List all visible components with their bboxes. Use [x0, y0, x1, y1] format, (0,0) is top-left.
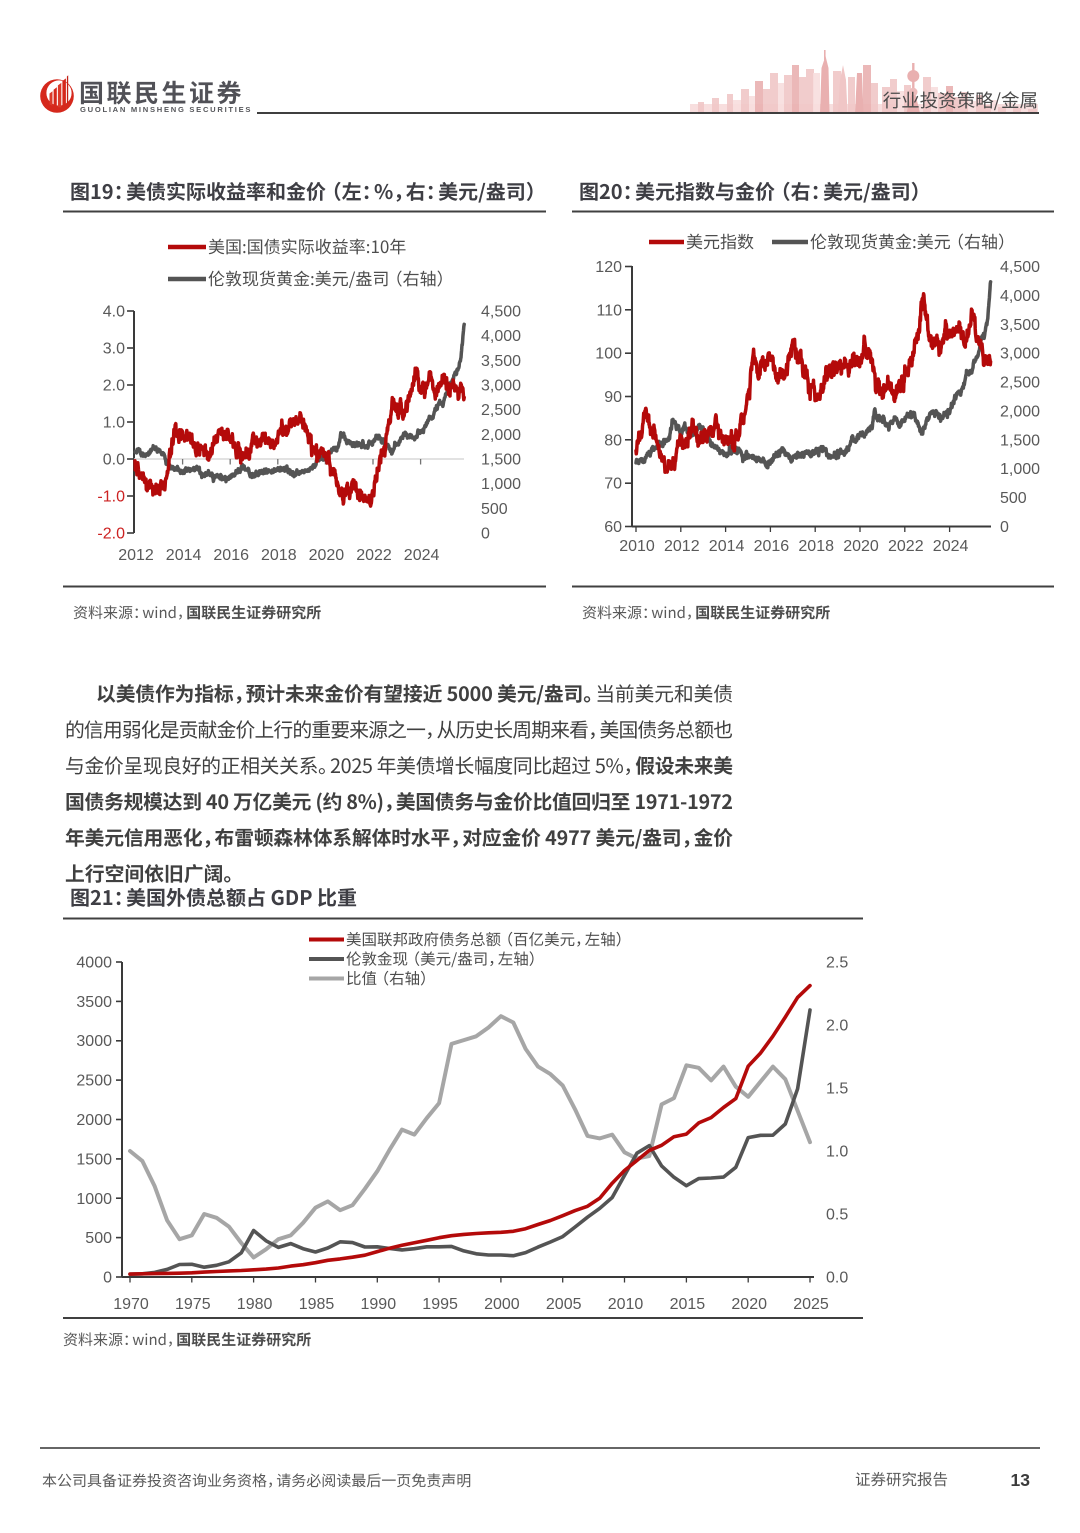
- svg-text:3,000: 3,000: [1000, 346, 1040, 363]
- svg-text:GUOLIAN MINSHENG SECURITIES: GUOLIAN MINSHENG SECURITIES: [80, 105, 252, 114]
- svg-text:1995: 1995: [422, 1296, 458, 1313]
- svg-text:1.5: 1.5: [826, 1081, 848, 1098]
- svg-text:3.0: 3.0: [103, 341, 125, 358]
- svg-text:13: 13: [1011, 1470, 1031, 1490]
- svg-text:1975: 1975: [175, 1296, 211, 1313]
- svg-text:-1.0: -1.0: [97, 489, 125, 506]
- svg-text:2020: 2020: [309, 547, 345, 564]
- svg-text:0: 0: [481, 526, 490, 543]
- svg-text:2.0: 2.0: [103, 378, 125, 395]
- svg-text:60: 60: [604, 519, 622, 536]
- svg-text:4,000: 4,000: [481, 328, 521, 345]
- svg-text:3000: 3000: [76, 1033, 112, 1050]
- svg-text:2014: 2014: [166, 547, 202, 564]
- svg-text:4,500: 4,500: [481, 304, 521, 321]
- svg-text:2.0: 2.0: [826, 1018, 848, 1035]
- svg-text:4.0: 4.0: [103, 304, 125, 321]
- svg-text:2020: 2020: [843, 538, 879, 555]
- svg-text:2010: 2010: [619, 538, 655, 555]
- svg-text:1,000: 1,000: [1000, 461, 1040, 478]
- svg-text:110: 110: [596, 302, 622, 319]
- svg-text:2,500: 2,500: [1000, 375, 1040, 392]
- svg-text:500: 500: [481, 501, 508, 518]
- svg-text:500: 500: [1000, 490, 1027, 507]
- svg-text:0.0: 0.0: [826, 1270, 848, 1287]
- svg-text:2022: 2022: [356, 547, 392, 564]
- svg-text:3500: 3500: [76, 994, 112, 1011]
- svg-text:2000: 2000: [76, 1112, 112, 1129]
- svg-text:1970: 1970: [113, 1296, 149, 1313]
- svg-text:1,500: 1,500: [481, 452, 521, 469]
- svg-text:3,500: 3,500: [481, 353, 521, 370]
- svg-text:2018: 2018: [261, 547, 297, 564]
- svg-text:1000: 1000: [76, 1191, 112, 1208]
- svg-text:2012: 2012: [664, 538, 700, 555]
- svg-text:70: 70: [604, 476, 622, 493]
- svg-text:500: 500: [85, 1230, 112, 1247]
- svg-text:2016: 2016: [213, 547, 249, 564]
- svg-text:2.5: 2.5: [826, 955, 848, 972]
- svg-text:100: 100: [595, 346, 622, 363]
- svg-text:90: 90: [604, 389, 622, 406]
- svg-text:2,000: 2,000: [1000, 403, 1040, 420]
- svg-text:80: 80: [604, 432, 622, 449]
- svg-text:2010: 2010: [608, 1296, 644, 1313]
- svg-text:0: 0: [1000, 519, 1009, 536]
- svg-text:1985: 1985: [299, 1296, 335, 1313]
- svg-text:1,500: 1,500: [1000, 432, 1040, 449]
- svg-text:1,000: 1,000: [481, 476, 521, 493]
- svg-text:-2.0: -2.0: [97, 526, 125, 543]
- svg-text:0: 0: [103, 1270, 112, 1287]
- svg-text:2024: 2024: [404, 547, 440, 564]
- svg-text:1.0: 1.0: [103, 415, 125, 432]
- svg-text:120: 120: [595, 259, 622, 276]
- svg-text:1.0: 1.0: [826, 1144, 848, 1161]
- svg-text:2,500: 2,500: [481, 402, 521, 419]
- svg-text:4000: 4000: [76, 955, 112, 972]
- svg-text:2,000: 2,000: [481, 427, 521, 444]
- svg-text:2016: 2016: [754, 538, 790, 555]
- svg-text:3,000: 3,000: [481, 378, 521, 395]
- svg-text:2024: 2024: [933, 538, 969, 555]
- svg-text:2025: 2025: [793, 1296, 829, 1313]
- svg-text:2005: 2005: [546, 1296, 582, 1313]
- svg-text:4,000: 4,000: [1000, 288, 1040, 305]
- svg-text:3,500: 3,500: [1000, 317, 1040, 334]
- svg-text:2000: 2000: [484, 1296, 520, 1313]
- svg-text:2014: 2014: [709, 538, 745, 555]
- svg-text:2020: 2020: [731, 1296, 767, 1313]
- svg-text:0.0: 0.0: [103, 452, 125, 469]
- svg-text:2015: 2015: [670, 1296, 706, 1313]
- svg-text:4,500: 4,500: [1000, 259, 1040, 276]
- svg-text:2018: 2018: [798, 538, 834, 555]
- svg-text:1500: 1500: [76, 1151, 112, 1168]
- svg-text:1990: 1990: [361, 1296, 397, 1313]
- svg-text:2500: 2500: [76, 1073, 112, 1090]
- svg-text:2022: 2022: [888, 538, 924, 555]
- svg-text:1980: 1980: [237, 1296, 273, 1313]
- svg-text:0.5: 0.5: [826, 1207, 848, 1224]
- svg-text:2012: 2012: [118, 547, 154, 564]
